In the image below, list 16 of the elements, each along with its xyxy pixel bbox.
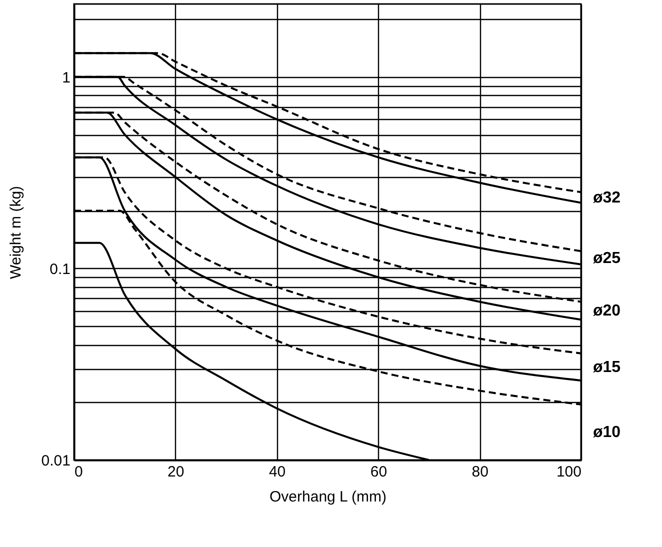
y-tick-label: 0.01 [41,452,70,470]
series-label: ø25 [593,250,621,267]
y-tick-label: 1 [62,69,70,86]
x-tick-label: 0 [74,464,83,480]
y-axis-title: Weight m (kg) [7,186,24,280]
text: ø10 [593,424,621,442]
x-tick-label: 20 [168,464,184,480]
series-label: ø15 [593,358,621,376]
y-tick-label: 0.1 [50,260,70,278]
x-tick-label: 60 [370,464,388,480]
x-axis-title: Overhang L (mm) [270,488,386,506]
series-label: ø32 [593,190,621,206]
x-tick-label: 40 [268,464,286,480]
x-tick-label: 80 [472,464,488,480]
x-tick-label: 100 [556,464,582,480]
series-label: ø20 [593,302,621,320]
